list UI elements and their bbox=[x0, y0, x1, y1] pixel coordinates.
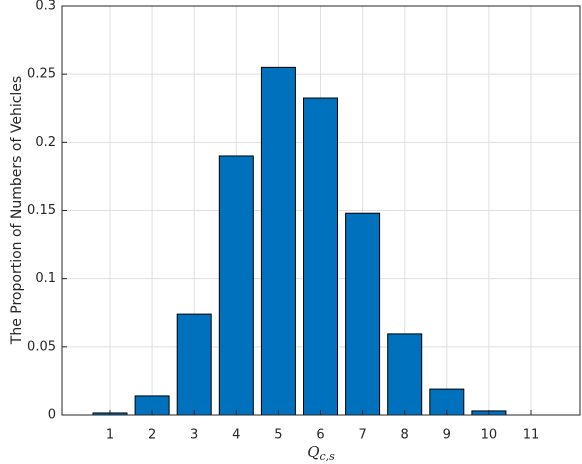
x-tick-label: 1 bbox=[106, 428, 114, 443]
x-tick-label: 2 bbox=[148, 428, 156, 443]
y-tick-label: 0 bbox=[48, 408, 56, 423]
y-axis-label: The Proportion of Numbers of Vehicles bbox=[9, 76, 25, 345]
x-tick-label: 11 bbox=[523, 428, 540, 443]
bar bbox=[176, 313, 212, 416]
x-tick-label: 8 bbox=[401, 428, 409, 443]
bar bbox=[218, 155, 254, 416]
x-axis-label-subscript: c,s bbox=[320, 450, 336, 463]
y-tick-label: 0.15 bbox=[27, 203, 56, 218]
y-tick-label: 0.2 bbox=[35, 135, 56, 150]
x-tick-label: 4 bbox=[232, 428, 240, 443]
x-tick-label: 5 bbox=[274, 428, 282, 443]
bar bbox=[260, 66, 296, 416]
x-tick-label: 3 bbox=[190, 428, 198, 443]
x-tick-label: 6 bbox=[316, 428, 324, 443]
bar bbox=[387, 333, 423, 416]
x-tick-label: 10 bbox=[481, 428, 498, 443]
y-tick-label: 0.1 bbox=[35, 271, 56, 286]
bar bbox=[303, 97, 338, 416]
y-tick-label: 0.25 bbox=[27, 67, 56, 82]
bar bbox=[345, 212, 381, 416]
y-tick-label: 0.05 bbox=[27, 339, 56, 354]
plot-frame bbox=[61, 5, 581, 416]
x-axis-label: Qc,s bbox=[307, 443, 335, 463]
x-tick-label: 7 bbox=[358, 428, 366, 443]
x-axis-label-main: Q bbox=[307, 443, 319, 461]
y-tick-label: 0.3 bbox=[35, 0, 56, 14]
x-tick-label: 9 bbox=[443, 428, 451, 443]
